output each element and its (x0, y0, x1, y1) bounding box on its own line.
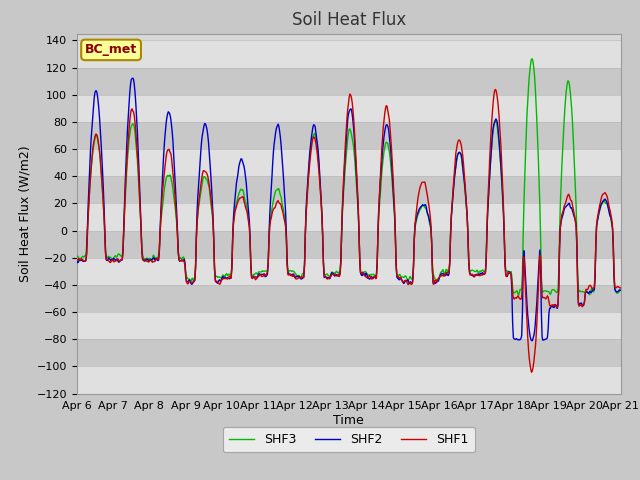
SHF3 (515, 292, 522, 298)
SHF2 (416, 206, 424, 212)
SHF3 (431, 275, 438, 281)
SHF2 (73, 258, 81, 264)
SHF2 (529, 338, 536, 344)
SHF3 (223, 271, 230, 276)
SHF2 (195, 182, 202, 188)
Line: SHF3: SHF3 (77, 59, 621, 295)
SHF1 (83, 252, 90, 257)
SHF1 (431, 278, 438, 284)
SHF1 (223, 276, 230, 281)
Bar (77, 122, 621, 149)
X-axis label: Time: Time (333, 414, 364, 427)
SHF3 (617, 288, 625, 293)
SHF3 (415, 210, 422, 216)
SHF1 (73, 257, 81, 263)
SHF1 (139, 256, 147, 262)
Bar (77, 339, 621, 366)
Legend: SHF3, SHF2, SHF1: SHF3, SHF2, SHF1 (223, 427, 475, 452)
Text: BC_met: BC_met (85, 43, 137, 56)
Bar (77, 312, 621, 339)
Title: Soil Heat Flux: Soil Heat Flux (292, 11, 406, 29)
SHF3 (73, 253, 81, 259)
Bar (77, 68, 621, 95)
SHF1 (492, 86, 499, 92)
Bar (77, 204, 621, 230)
Bar (77, 176, 621, 204)
SHF1 (617, 285, 625, 291)
Bar (77, 258, 621, 285)
Bar (77, 366, 621, 394)
SHF3 (529, 56, 536, 62)
Bar (77, 230, 621, 258)
SHF1 (194, 210, 202, 216)
Bar (77, 149, 621, 176)
Bar (77, 40, 621, 68)
SHF3 (194, 211, 202, 217)
Y-axis label: Soil Heat Flux (W/m2): Soil Heat Flux (W/m2) (18, 145, 31, 282)
SHF2 (223, 275, 231, 280)
SHF2 (129, 75, 136, 81)
SHF2 (617, 288, 625, 293)
SHF1 (415, 191, 422, 196)
Line: SHF2: SHF2 (77, 78, 621, 341)
SHF3 (139, 252, 147, 258)
Bar (77, 285, 621, 312)
SHF2 (431, 281, 439, 287)
Bar (77, 95, 621, 122)
SHF1 (528, 370, 536, 375)
SHF2 (83, 250, 90, 255)
Line: SHF1: SHF1 (77, 89, 621, 372)
SHF3 (83, 244, 90, 250)
SHF2 (140, 257, 147, 263)
